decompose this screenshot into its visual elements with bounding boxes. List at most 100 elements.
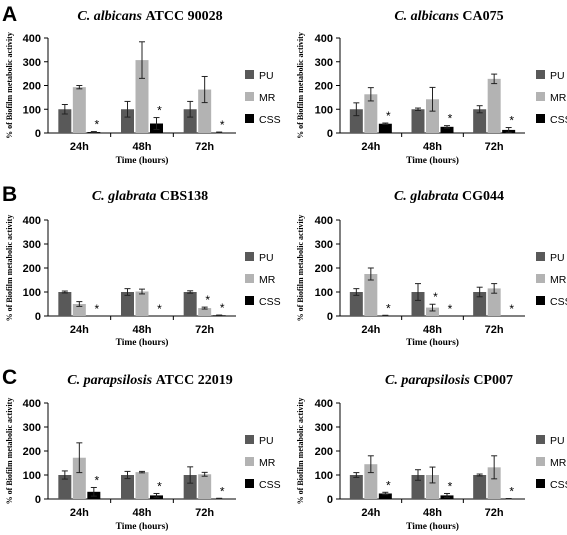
x-tick-label: 72h <box>195 141 214 153</box>
bar-mr <box>135 472 149 499</box>
legend-label-mr: MR <box>259 274 276 286</box>
chart-title-strain: ATCC 90028 <box>145 9 222 24</box>
significance-marker: * <box>157 302 162 316</box>
y-tick-label: 400 <box>23 215 41 227</box>
legend-label-pu: PU <box>259 70 274 82</box>
y-tick-label: 0 <box>327 128 333 140</box>
x-tick-label: 48h <box>423 324 442 336</box>
y-axis-label: % of Biofilm metabolic activity <box>5 32 14 139</box>
charts-container: C. albicans ATCC 90028 0 100 200 300 400 % of … <box>5 9 567 532</box>
bar-mr <box>426 475 439 499</box>
legend-swatch-pu <box>245 252 254 261</box>
bar-mr <box>426 99 439 133</box>
legend-swatch-mr <box>245 274 254 283</box>
bar-mr <box>198 308 212 316</box>
bar-pu <box>349 109 363 133</box>
y-tick-label: 0 <box>327 311 333 323</box>
legend-label-pu: PU <box>259 252 274 264</box>
significance-marker: * <box>220 484 225 498</box>
bar-mr <box>487 467 501 499</box>
significance-marker: * <box>509 114 514 128</box>
bar-pu <box>58 292 72 316</box>
legend-swatch-pu <box>536 435 545 444</box>
y-tick-label: 100 <box>315 104 333 116</box>
significance-marker: * <box>94 302 99 316</box>
chart-2: C. albicans CA075 0 100 200 300 400 % of Biofi… <box>296 9 567 166</box>
y-axis-label: % of Biofilm metabolic activity <box>5 215 14 322</box>
y-tick-label: 100 <box>23 287 41 299</box>
panel-label-b: B <box>2 183 17 206</box>
y-tick-label: 100 <box>23 470 41 482</box>
x-tick-label: 48h <box>133 507 152 519</box>
chart-title: C. albicans CA075 <box>394 9 503 24</box>
legend-label-css: CSS <box>550 114 567 126</box>
chart-title-strain: CP007 <box>473 373 513 388</box>
bar-mr <box>364 94 378 133</box>
significance-marker: * <box>220 118 225 132</box>
legend-label-pu: PU <box>550 435 565 447</box>
chart-1: C. albicans ATCC 90028 0 100 200 300 400 % of … <box>5 9 281 166</box>
bar-mr <box>135 291 149 316</box>
significance-marker: * <box>220 301 225 315</box>
x-axis-label: Time (hours) <box>406 521 459 532</box>
y-tick-label: 100 <box>315 470 333 482</box>
legend-swatch-css <box>245 479 254 488</box>
bar-pu <box>411 475 425 499</box>
bar-mr <box>135 60 149 133</box>
x-tick-label: 48h <box>133 324 152 336</box>
x-tick-label: 24h <box>361 324 380 336</box>
chart-6: C. parapsilosis CP007 0 100 200 300 400 % of B… <box>296 373 567 532</box>
bar-mr <box>198 474 212 499</box>
significance-marker: * <box>386 109 391 123</box>
significance-marker: * <box>386 301 391 315</box>
x-tick-label: 48h <box>423 141 442 153</box>
chart-title-species: C. albicans <box>77 9 145 24</box>
chart-title-species: C. parapsilosis <box>67 373 155 388</box>
panel-label-a: A <box>2 3 17 26</box>
bar-mr <box>426 307 439 316</box>
significance-marker: * <box>448 112 453 126</box>
bar-css <box>378 123 392 133</box>
legend-swatch-mr <box>245 92 254 101</box>
legend-label-pu: PU <box>550 252 565 264</box>
bar-mr <box>72 304 86 316</box>
bar-pu <box>183 292 197 316</box>
y-tick-label: 400 <box>315 215 333 227</box>
legend-label-pu: PU <box>550 70 565 82</box>
bar-pu <box>411 109 425 133</box>
significance-marker: * <box>94 473 99 487</box>
x-axis-label: Time (hours) <box>406 337 459 348</box>
y-tick-label: 200 <box>23 81 41 93</box>
legend-swatch-css <box>245 114 254 123</box>
bar-pu <box>58 109 72 133</box>
bar-pu <box>121 475 134 499</box>
x-tick-label: 24h <box>361 141 380 153</box>
y-tick-label: 200 <box>315 81 333 93</box>
legend-label-css: CSS <box>259 114 281 126</box>
legend-swatch-mr <box>536 92 545 101</box>
significance-marker: * <box>157 479 162 493</box>
bar-pu <box>183 475 197 499</box>
panel-label-c: C <box>2 366 17 389</box>
y-tick-label: 0 <box>327 494 333 506</box>
x-axis-label: Time (hours) <box>116 521 169 532</box>
legend-swatch-pu <box>245 70 254 79</box>
significance-marker: * <box>509 302 514 316</box>
y-tick-label: 300 <box>23 57 41 69</box>
chart-4: C. glabrata CG044 0 100 200 300 400 % of Biofi… <box>296 189 567 348</box>
chart-title: C. parapsilosis CP007 <box>385 373 513 388</box>
bar-pu <box>349 475 363 499</box>
significance-marker: * <box>386 478 391 492</box>
significance-marker: * <box>205 293 210 307</box>
y-tick-label: 300 <box>315 57 333 69</box>
legend-swatch-css <box>536 114 545 123</box>
legend-label-mr: MR <box>550 457 567 469</box>
legend-label-css: CSS <box>259 296 281 308</box>
y-tick-label: 0 <box>35 128 41 140</box>
chart-title: C. glabrata CBS138 <box>92 189 208 204</box>
legend-swatch-mr <box>536 274 545 283</box>
x-axis-label: Time (hours) <box>116 337 169 348</box>
bar-pu <box>121 109 134 133</box>
chart-5: C. parapsilosis ATCC 22019 0 100 200 300 400%… <box>5 373 281 532</box>
bar-pu <box>473 109 487 133</box>
